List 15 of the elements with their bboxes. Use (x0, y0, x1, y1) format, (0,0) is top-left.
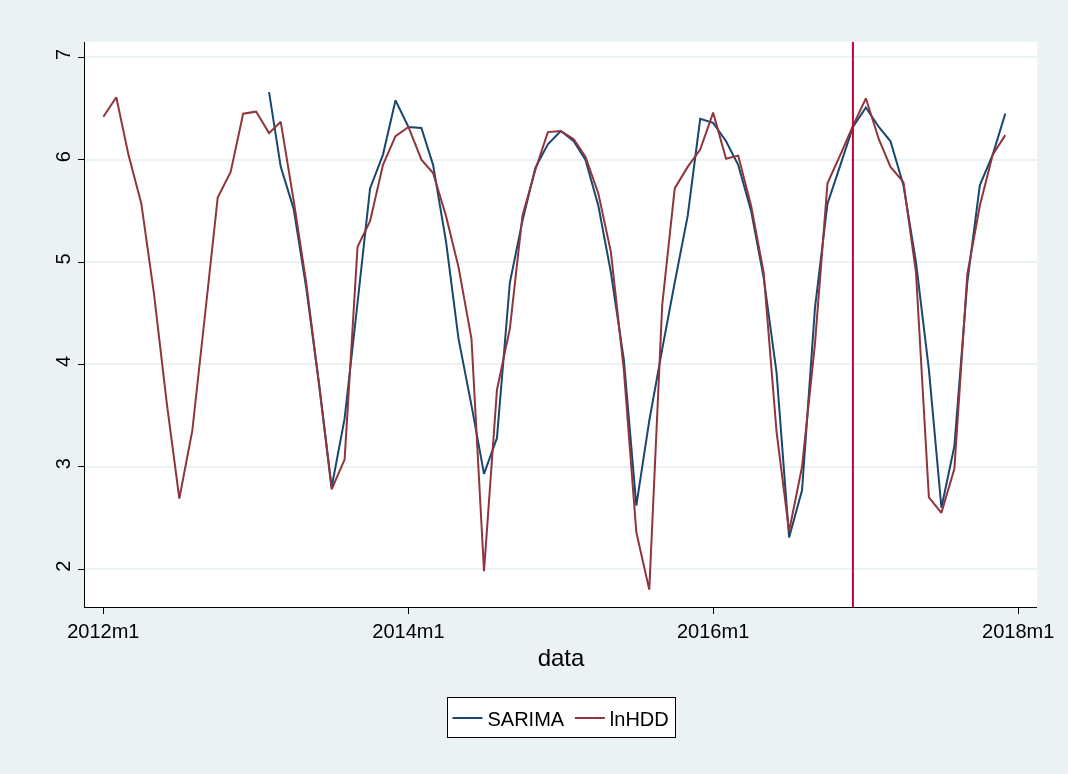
x-tick-label: 2014m1 (372, 620, 445, 642)
x-tick-label: 2018m1 (982, 620, 1055, 642)
y-tick-label: 2 (52, 560, 74, 572)
x-axis-title: data (537, 644, 585, 672)
y-tick-label: 3 (52, 458, 74, 470)
y-tick-label: 5 (52, 253, 74, 265)
line-series (268, 91, 1007, 539)
legend-label: lnHDD (609, 707, 669, 730)
y-tick-label: 4 (52, 355, 74, 367)
legend-label: SARIMA (487, 707, 565, 730)
y-tick-label: 6 (52, 151, 74, 163)
line-series (102, 96, 1007, 591)
x-tick-label: 2012m1 (67, 620, 140, 642)
y-tick-label: 7 (52, 48, 74, 60)
x-tick-label: 2016m1 (676, 620, 750, 642)
